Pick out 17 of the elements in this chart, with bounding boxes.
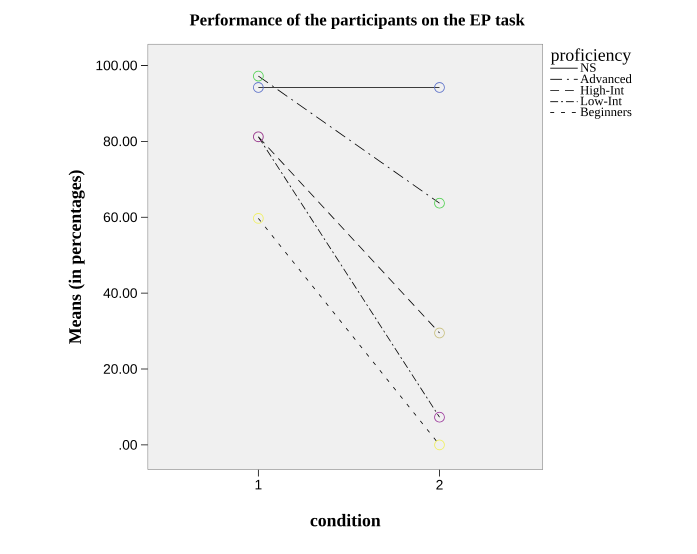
legend-label: High-Int <box>580 85 624 98</box>
legend-label: NS <box>580 63 596 72</box>
legend-label: Advanced <box>580 74 632 84</box>
legend-title: proficiency <box>550 48 632 65</box>
y-tick-label: 20.00 <box>104 364 137 374</box>
legend-label: Low-Int <box>580 96 622 106</box>
y-tick-label: 60.00 <box>104 212 137 222</box>
y-tick-label: 40.00 <box>103 288 137 298</box>
y-tick-label: .00 <box>120 440 137 450</box>
y-axis-title: Means (in percentages) <box>68 170 85 344</box>
x-tick-label: 2 <box>436 480 443 490</box>
chart-title: Performance of the participants on the EP task <box>190 14 525 29</box>
y-tick-label: 100.00 <box>96 60 137 70</box>
y-tick-label: 80.00 <box>104 136 137 146</box>
legend-label: Beginners <box>580 108 632 119</box>
x-axis-title: condition <box>310 514 380 526</box>
x-tick-label: 1 <box>256 480 262 490</box>
